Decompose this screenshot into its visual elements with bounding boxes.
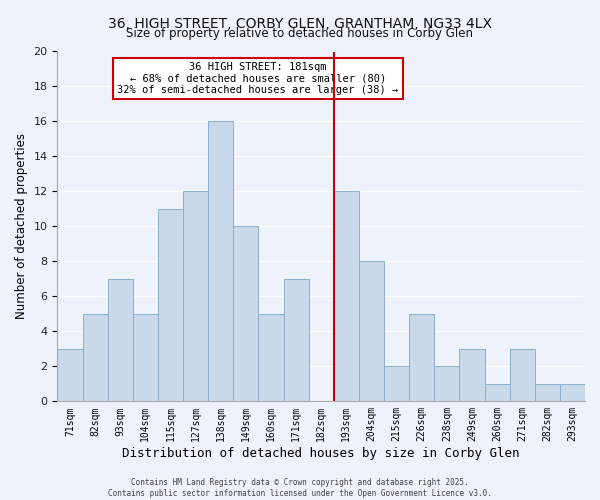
Bar: [359, 262, 384, 402]
Bar: [158, 209, 183, 402]
Text: 36 HIGH STREET: 181sqm
← 68% of detached houses are smaller (80)
32% of semi-det: 36 HIGH STREET: 181sqm ← 68% of detached…: [117, 62, 398, 95]
Y-axis label: Number of detached properties: Number of detached properties: [15, 134, 28, 320]
X-axis label: Distribution of detached houses by size in Corby Glen: Distribution of detached houses by size …: [122, 447, 520, 460]
Bar: [133, 314, 158, 402]
Bar: [233, 226, 259, 402]
Bar: [460, 349, 485, 402]
Bar: [83, 314, 107, 402]
Text: Size of property relative to detached houses in Corby Glen: Size of property relative to detached ho…: [127, 28, 473, 40]
Bar: [384, 366, 409, 402]
Text: Contains HM Land Registry data © Crown copyright and database right 2025.
Contai: Contains HM Land Registry data © Crown c…: [108, 478, 492, 498]
Bar: [58, 349, 83, 402]
Bar: [509, 349, 535, 402]
Bar: [107, 279, 133, 402]
Bar: [485, 384, 509, 402]
Bar: [208, 122, 233, 402]
Bar: [334, 192, 359, 402]
Bar: [183, 192, 208, 402]
Bar: [284, 279, 308, 402]
Bar: [560, 384, 585, 402]
Bar: [259, 314, 284, 402]
Bar: [535, 384, 560, 402]
Bar: [409, 314, 434, 402]
Text: 36, HIGH STREET, CORBY GLEN, GRANTHAM, NG33 4LX: 36, HIGH STREET, CORBY GLEN, GRANTHAM, N…: [108, 18, 492, 32]
Bar: [434, 366, 460, 402]
